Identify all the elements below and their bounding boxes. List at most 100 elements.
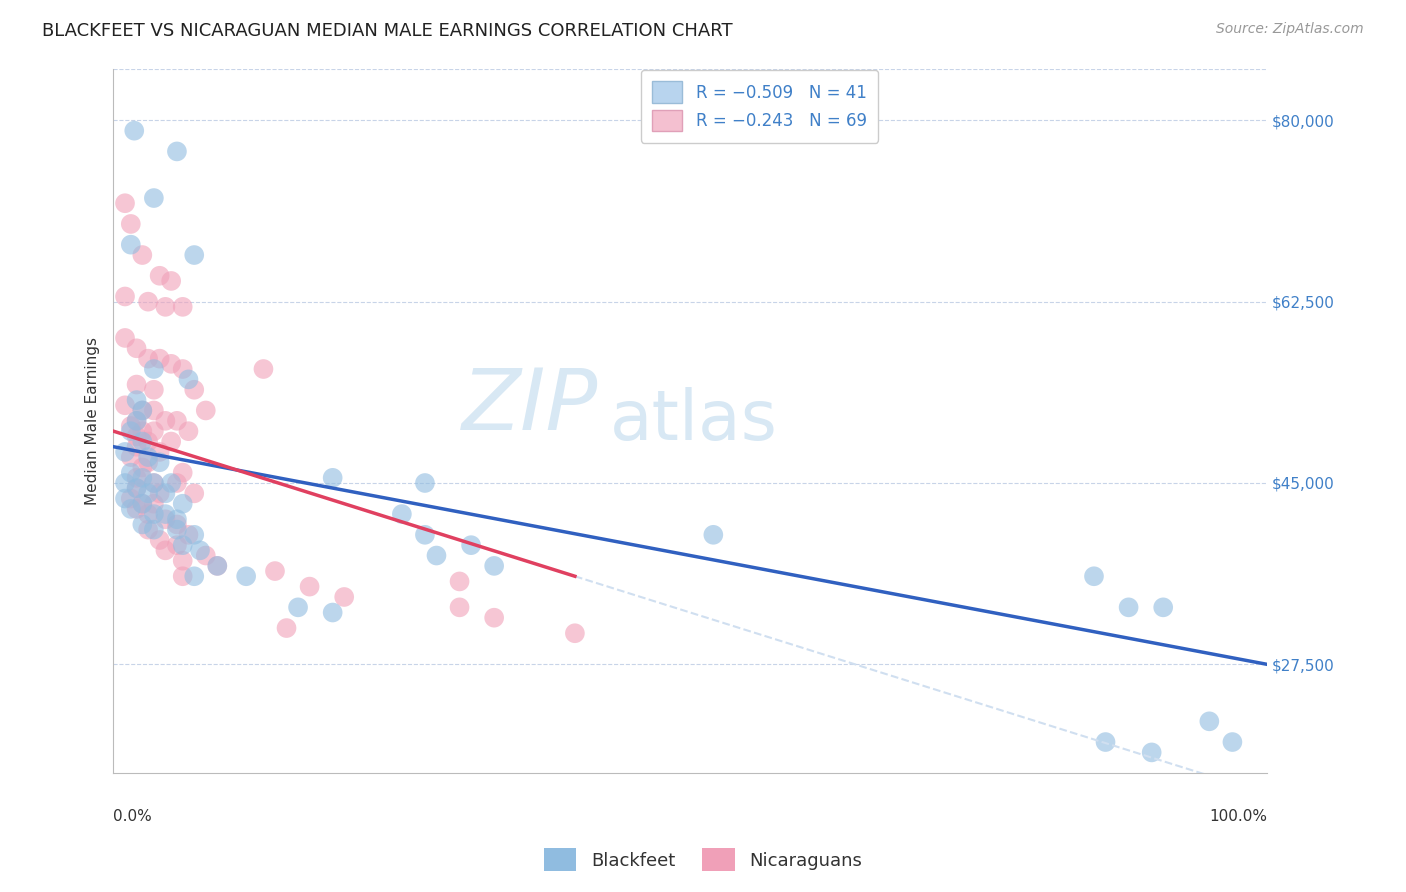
Point [114,491,136,506]
Point [564,626,586,640]
Point [131,497,153,511]
Point [120,502,142,516]
Point [114,445,136,459]
Point [1118,600,1140,615]
Point [136,523,159,537]
Point [155,486,177,500]
Point [172,538,194,552]
Point [114,196,136,211]
Point [120,419,142,434]
Point [172,569,194,583]
Point [1094,735,1116,749]
Point [172,466,194,480]
Point [114,289,136,303]
Point [166,512,188,526]
Point [131,424,153,438]
Point [142,475,165,490]
Point [183,486,205,500]
Point [449,600,471,615]
Point [177,372,200,386]
Point [142,191,165,205]
Point [149,533,172,547]
Point [120,466,142,480]
Text: 100.0%: 100.0% [1209,809,1267,824]
Point [1083,569,1105,583]
Point [149,455,172,469]
Point [177,528,200,542]
Point [183,248,205,262]
Point [142,475,165,490]
Point [160,357,183,371]
Point [142,424,165,438]
Point [449,574,471,589]
Point [131,248,153,262]
Point [207,558,229,573]
Y-axis label: Median Male Earnings: Median Male Earnings [86,337,100,505]
Text: 0.0%: 0.0% [114,809,152,824]
Point [252,362,274,376]
Point [131,434,153,449]
Point [136,434,159,449]
Legend: R = −0.509   N = 41, R = −0.243   N = 69: R = −0.509 N = 41, R = −0.243 N = 69 [641,70,879,143]
Point [131,497,153,511]
Point [183,383,205,397]
Point [160,434,183,449]
Point [166,517,188,532]
Point [482,610,505,624]
Point [482,558,505,573]
Point [125,414,148,428]
Text: ZIP: ZIP [461,365,598,449]
Point [413,475,436,490]
Point [131,517,153,532]
Point [131,403,153,417]
Point [142,403,165,417]
Point [1222,735,1244,749]
Point [155,512,177,526]
Point [166,475,188,490]
Text: BLACKFEET VS NICARAGUAN MEDIAN MALE EARNINGS CORRELATION CHART: BLACKFEET VS NICARAGUAN MEDIAN MALE EARN… [42,22,733,40]
Point [125,481,148,495]
Point [1198,714,1220,729]
Point [166,523,188,537]
Point [172,362,194,376]
Point [142,507,165,521]
Text: atlas: atlas [610,387,778,454]
Point [125,440,148,454]
Point [120,217,142,231]
Point [391,507,413,521]
Point [125,377,148,392]
Point [149,268,172,283]
Point [120,237,142,252]
Point [114,475,136,490]
Point [177,424,200,438]
Point [122,124,145,138]
Point [322,606,344,620]
Point [160,274,183,288]
Point [120,491,142,506]
Point [1152,600,1174,615]
Point [172,554,194,568]
Point [125,481,148,495]
Text: Source: ZipAtlas.com: Source: ZipAtlas.com [1216,22,1364,37]
Point [155,300,177,314]
Point [322,471,344,485]
Point [136,486,159,500]
Point [125,429,148,443]
Point [194,403,217,417]
Point [276,621,298,635]
Legend: Blackfeet, Nicaraguans: Blackfeet, Nicaraguans [537,841,869,879]
Point [120,424,142,438]
Point [172,300,194,314]
Point [155,414,177,428]
Point [136,507,159,521]
Point [413,528,436,542]
Point [131,460,153,475]
Point [125,393,148,408]
Point [166,414,188,428]
Point [149,486,172,500]
Point [188,543,211,558]
Point [287,600,309,615]
Point [702,528,724,542]
Point [131,403,153,417]
Point [149,445,172,459]
